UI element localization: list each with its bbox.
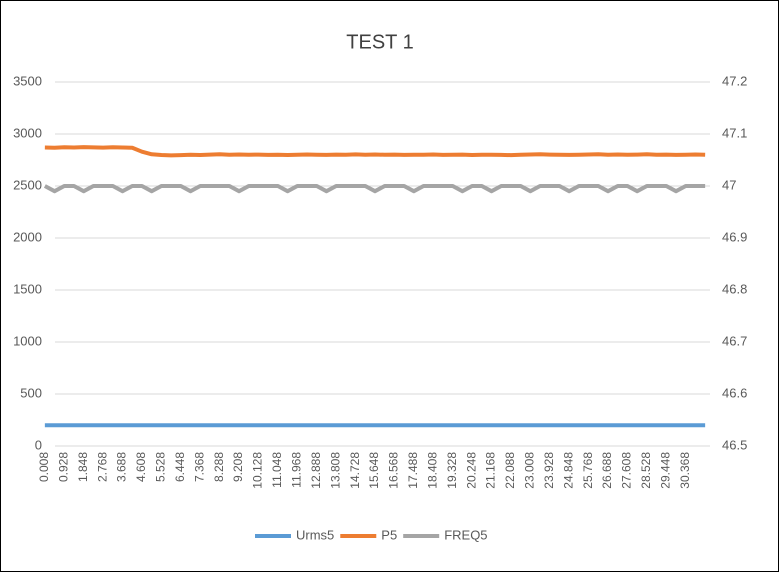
y-tick-label: 0 [35,437,42,452]
y2-tick-label: 47.2 [722,73,747,88]
x-tick-label: 3.688 [115,452,129,482]
x-tick-label: 10.128 [251,452,265,489]
x-tick-label: 11.048 [270,452,284,488]
x-tick-label: 4.608 [134,452,148,482]
x-tick-label: 13.808 [328,452,342,489]
y-tick-label: 3000 [13,125,42,140]
x-tick-label: 19.328 [445,452,459,489]
x-tick-label: 16.568 [387,452,401,489]
x-tick-label: 1.848 [76,452,90,482]
x-tick-label: 20.248 [464,452,478,489]
y-tick-label: 500 [20,385,42,400]
legend-label: P5 [381,527,397,542]
x-tick-label: 6.448 [173,452,187,482]
x-tick-label: 2.768 [95,452,109,482]
y-tick-label: 3500 [13,73,42,88]
x-tick-label: 0.008 [37,452,51,482]
x-tick-label: 0.928 [56,452,70,482]
y2-tick-label: 46.8 [722,281,747,296]
x-tick-label: 25.768 [581,452,595,489]
x-tick-label: 17.488 [406,452,420,489]
x-tick-label: 18.408 [425,452,439,489]
x-tick-label: 27.608 [620,452,634,489]
x-tick-label: 7.368 [192,452,206,482]
legend-label: FREQ5 [444,527,487,542]
x-tick-label: 23.008 [523,452,537,489]
chart-title: TEST 1 [346,31,413,53]
x-tick-label: 24.848 [561,452,575,489]
x-tick-label: 9.208 [231,452,245,482]
y2-tick-label: 47.1 [722,125,747,140]
y2-tick-label: 46.7 [722,333,747,348]
y2-tick-label: 46.6 [722,385,747,400]
y-tick-label: 2000 [13,229,42,244]
series-line [44,145,706,158]
y2-tick-label: 47 [722,177,736,192]
x-tick-label: 21.168 [484,452,498,489]
x-tick-label: 28.528 [639,452,653,489]
x-tick-label: 8.288 [212,452,226,482]
x-tick-label: 11.968 [289,452,303,488]
legend-label: Urms5 [296,527,334,542]
series-line [43,184,706,194]
y-tick-label: 1500 [13,281,42,296]
x-tick-label: 15.648 [367,452,381,489]
y-tick-label: 2500 [13,177,42,192]
x-tick-label: 26.688 [600,452,614,489]
x-tick-label: 30.368 [678,452,692,489]
x-tick-label: 22.088 [503,452,517,489]
x-tick-label: 23.928 [542,452,556,489]
x-tick-label: 14.728 [348,452,362,489]
x-tick-label: 5.528 [154,452,168,482]
y2-tick-label: 46.5 [722,437,747,452]
y-tick-label: 1000 [13,333,42,348]
y2-tick-label: 46.9 [722,229,747,244]
x-tick-label: 12.888 [309,452,323,489]
x-tick-label: 29.448 [658,452,672,489]
